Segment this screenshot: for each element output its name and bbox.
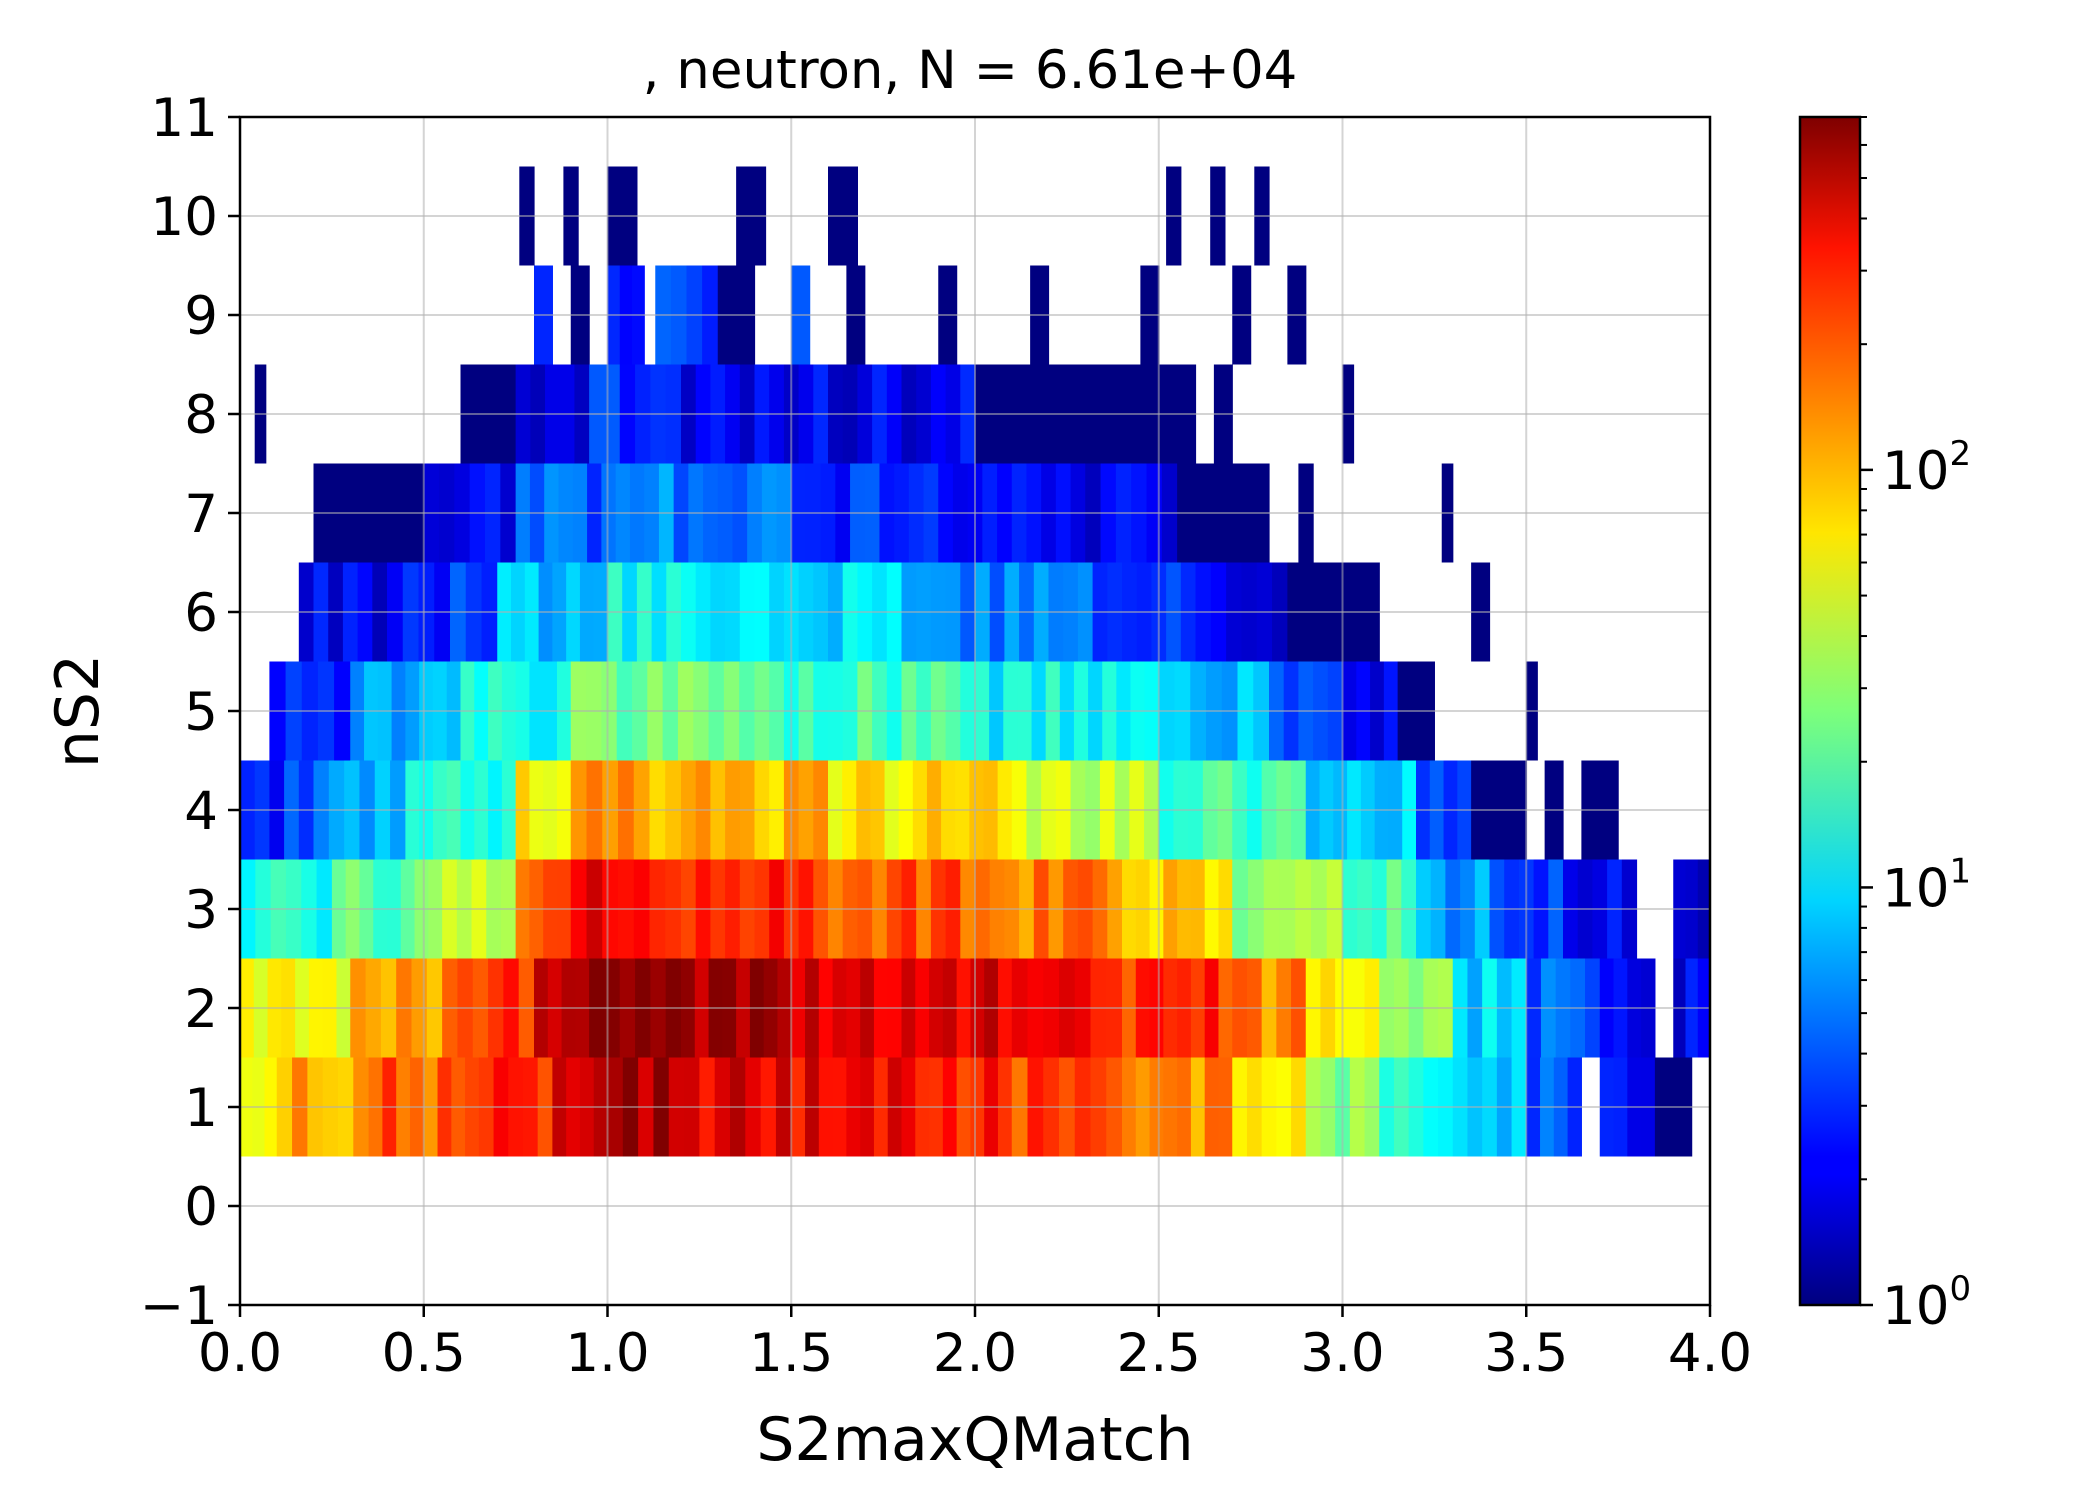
y-tick-label: 7 [184,484,218,545]
y-tick-label: 8 [184,385,218,446]
y-axis-title: nS2 [43,654,113,768]
chart-title: , neutron, N = 6.61e+04 [643,40,1298,101]
x-tick-label: 1.5 [749,1323,833,1384]
colorbar-tick-label: 101 [1882,851,1971,919]
y-tick-label: 3 [184,880,218,941]
y-axis-ticks: −1 0 1 2 3 4 5 6 7 8 9 10 11 [140,88,240,1337]
y-tick-label: 1 [184,1078,218,1139]
y-tick-label: 10 [151,187,218,248]
y-tick-label: 11 [151,88,218,149]
x-tick-label: 2.0 [933,1323,1017,1384]
x-tick-label: 3.0 [1300,1323,1384,1384]
x-tick-label: 1.0 [565,1323,649,1384]
x-axis-title: S2maxQMatch [756,1405,1193,1475]
y-tick-label: −1 [140,1276,218,1337]
y-tick-label: 5 [184,682,218,743]
y-tick-label: 4 [184,781,218,842]
y-tick-label: 6 [184,583,218,644]
x-tick-label: 3.5 [1484,1323,1568,1384]
colorbar-ticks: 100 101 102 [1860,116,1971,1337]
y-tick-label: 2 [184,979,218,1040]
x-tick-label: 2.5 [1117,1323,1201,1384]
colorbar [1798,115,1862,1307]
colorbar-tick-label: 100 [1882,1269,1971,1337]
y-tick-label: 0 [184,1177,218,1238]
x-axis-ticks: 0.0 0.5 1.0 1.5 2.0 2.5 3.0 3.5 4.0 [198,1305,1752,1384]
x-tick-label: 4.0 [1668,1323,1752,1384]
x-tick-label: 0.5 [382,1323,466,1384]
colorbar-tick-label: 102 [1882,434,1971,502]
y-tick-label: 9 [184,286,218,347]
x-tick-label: 0.0 [198,1323,282,1384]
